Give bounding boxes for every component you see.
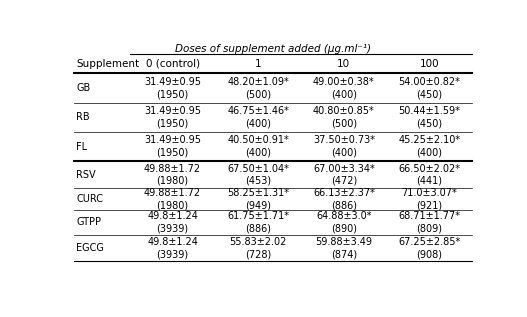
Text: 10: 10	[337, 59, 350, 69]
Text: 0 (control): 0 (control)	[145, 59, 200, 69]
Text: 61.75±1.71*
(886): 61.75±1.71* (886)	[227, 211, 289, 234]
Text: 59.88±3.49
(874): 59.88±3.49 (874)	[315, 237, 373, 259]
Text: 54.00±0.82*
(450): 54.00±0.82* (450)	[398, 77, 461, 99]
Text: 31.49±0.95
(1950): 31.49±0.95 (1950)	[144, 77, 201, 99]
Text: GB: GB	[76, 83, 90, 93]
Text: 1: 1	[255, 59, 261, 69]
Text: 49.88±1.72
(1980): 49.88±1.72 (1980)	[144, 164, 201, 186]
Text: GTPP: GTPP	[76, 217, 101, 227]
Text: 40.50±0.91*
(400): 40.50±0.91* (400)	[227, 135, 289, 158]
Text: 58.25±1.31*
(949): 58.25±1.31* (949)	[227, 188, 289, 210]
Text: 31.49±0.95
(1950): 31.49±0.95 (1950)	[144, 135, 201, 158]
Text: 37.50±0.73*
(400): 37.50±0.73* (400)	[313, 135, 375, 158]
Text: 66.50±2.02*
(441): 66.50±2.02* (441)	[398, 164, 461, 186]
Text: 50.44±1.59*
(450): 50.44±1.59* (450)	[398, 106, 461, 129]
Text: 67.25±2.85*
(908): 67.25±2.85* (908)	[398, 237, 461, 259]
Text: 64.88±3.0*
(890): 64.88±3.0* (890)	[316, 211, 372, 234]
Text: 67.50±1.04*
(453): 67.50±1.04* (453)	[227, 164, 289, 186]
Text: 100: 100	[419, 59, 440, 69]
Text: 71.0±3.07*
(921): 71.0±3.07* (921)	[402, 188, 457, 210]
Text: FL: FL	[76, 142, 87, 152]
Text: 49.8±1.24
(3939): 49.8±1.24 (3939)	[147, 211, 198, 234]
Text: CURC: CURC	[76, 194, 103, 204]
Text: 48.20±1.09*
(500): 48.20±1.09* (500)	[227, 77, 289, 99]
Text: 55.83±2.02
(728): 55.83±2.02 (728)	[230, 237, 287, 259]
Text: 49.00±0.38*
(400): 49.00±0.38* (400)	[313, 77, 375, 99]
Text: 46.75±1.46*
(400): 46.75±1.46* (400)	[227, 106, 289, 129]
Text: 45.25±2.10*
(400): 45.25±2.10* (400)	[398, 135, 461, 158]
Text: EGCG: EGCG	[76, 243, 104, 253]
Text: 66.13±2.37*
(886): 66.13±2.37* (886)	[313, 188, 375, 210]
Text: 40.80±0.85*
(500): 40.80±0.85* (500)	[313, 106, 375, 129]
Text: Supplement: Supplement	[76, 59, 139, 69]
Text: 49.8±1.24
(3939): 49.8±1.24 (3939)	[147, 237, 198, 259]
Text: Doses of supplement added (μg.ml⁻¹): Doses of supplement added (μg.ml⁻¹)	[175, 44, 371, 54]
Text: 67.00±3.34*
(472): 67.00±3.34* (472)	[313, 164, 375, 186]
Text: 68.71±1.77*
(809): 68.71±1.77* (809)	[398, 211, 461, 234]
Text: RB: RB	[76, 112, 90, 122]
Text: 49.88±1.72
(1980): 49.88±1.72 (1980)	[144, 188, 201, 210]
Text: 31.49±0.95
(1950): 31.49±0.95 (1950)	[144, 106, 201, 129]
Text: RSV: RSV	[76, 170, 96, 180]
